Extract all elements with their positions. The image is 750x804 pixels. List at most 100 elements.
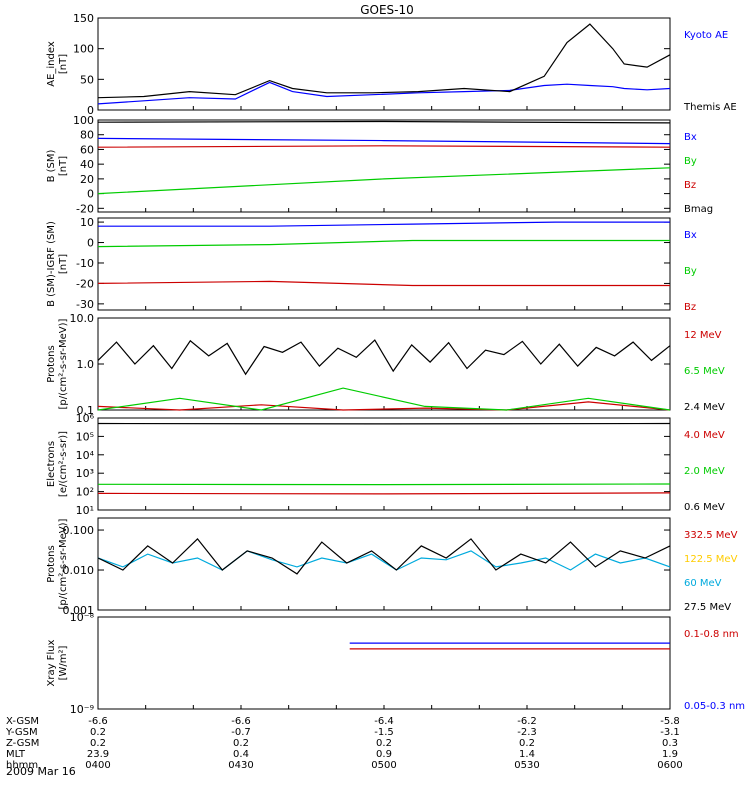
legend-entry: 0.6 MeV — [684, 502, 725, 513]
y-tick-label: 100 — [73, 114, 94, 127]
y-tick-label: 10³ — [76, 467, 94, 480]
y-tick-label: 0 — [87, 188, 94, 201]
ephemeris-value: -2.3 — [517, 727, 537, 738]
legend-entry: 2.4 MeV — [684, 402, 725, 413]
ephemeris-value: 0430 — [228, 760, 253, 771]
series-line-bz — [98, 146, 670, 147]
y-tick-label: 1.0 — [77, 358, 95, 371]
y-axis-label: Protons — [46, 545, 57, 582]
panel-protons-high: 0.0010.0100.100Protons[p/(cm²-s-sr-MeV)]… — [46, 518, 738, 617]
ephemeris-value: -5.8 — [660, 716, 680, 727]
ephemeris-value: 0530 — [514, 760, 539, 771]
y-axis-label: [nT] — [58, 254, 69, 274]
panel-frame — [98, 418, 670, 510]
panel-frame — [98, 617, 670, 709]
ephemeris-value: -6.4 — [374, 716, 394, 727]
legend-entry: By — [684, 156, 697, 167]
series-line-2-0-mev — [98, 484, 670, 485]
ephemeris-value: 1.9 — [662, 749, 678, 760]
legend-entry: 122.5 MeV — [684, 554, 738, 565]
series-line-by — [98, 241, 670, 247]
date-label: 2009 Mar 16 — [6, 765, 76, 778]
series-line-bx — [98, 138, 670, 143]
y-axis-label: AE_index — [46, 41, 57, 87]
y-tick-label: -10 — [76, 257, 94, 270]
y-tick-label: 10² — [76, 486, 94, 499]
ephemeris-value: 0.2 — [519, 738, 535, 749]
ephemeris-value: 0500 — [371, 760, 396, 771]
series-line-kyoto-ae — [98, 82, 670, 104]
legend-entry: Bmag — [684, 204, 713, 215]
y-tick-label: 20 — [80, 173, 94, 186]
series-line-4-0-mev — [98, 493, 670, 494]
legend-entry: 4.0 MeV — [684, 430, 725, 441]
y-tick-label: 10.0 — [70, 312, 95, 325]
series-line-27-5-mev — [98, 539, 670, 574]
legend-entry: 0.05-0.3 nm — [684, 701, 745, 712]
series-line-bmag — [98, 122, 670, 123]
ephemeris-value: 0.2 — [233, 738, 249, 749]
legend-entry: Bx — [684, 132, 697, 143]
ephemeris-value: 0.2 — [376, 738, 392, 749]
legend-entry: Kyoto AE — [684, 30, 728, 41]
series-line-bz — [98, 281, 670, 285]
legend-entry: Bx — [684, 230, 697, 241]
legend-entry: 0.1-0.8 nm — [684, 629, 739, 640]
legend-entry: 12 MeV — [684, 330, 722, 341]
y-tick-label: -20 — [76, 202, 94, 215]
panel-frame — [98, 518, 670, 610]
ephemeris-value: 0.2 — [90, 738, 106, 749]
y-tick-label: 10⁴ — [76, 449, 95, 462]
y-tick-label: 80 — [80, 129, 94, 142]
ephemeris-value: 0.4 — [233, 749, 249, 760]
y-tick-label: 150 — [73, 12, 94, 25]
legend-entry: By — [684, 266, 697, 277]
ephemeris-label: Y-GSM — [5, 727, 38, 738]
legend-entry: 27.5 MeV — [684, 602, 731, 613]
y-tick-label: -20 — [76, 277, 94, 290]
series-line-bx — [98, 222, 670, 226]
y-axis-label: [nT] — [58, 54, 69, 74]
ephemeris-value: -6.6 — [88, 716, 108, 727]
y-axis-label: Electrons — [46, 441, 57, 487]
series-line-themis-ae — [98, 24, 670, 98]
y-axis-label: [p/(cm²-s-sr-MeV)] — [58, 318, 69, 409]
ephemeris-value: 0.3 — [662, 738, 678, 749]
ephemeris-value: -1.5 — [374, 727, 394, 738]
y-tick-label: 100 — [73, 43, 94, 56]
legend-entry: 60 MeV — [684, 578, 722, 589]
y-axis-label: B (SM)-IGRF (SM) — [46, 221, 57, 307]
ephemeris-value: 0.9 — [376, 749, 392, 760]
series-line-by — [98, 168, 670, 194]
ephemeris-value: 0400 — [85, 760, 110, 771]
panel-electrons: 10¹10²10³10⁴10⁵10⁶Electrons[e/(cm²-s-sr)… — [46, 412, 725, 517]
y-axis-label: [e/(cm²-s-sr)] — [58, 431, 69, 497]
legend-entry: 332.5 MeV — [684, 530, 738, 541]
legend-entry: Themis AE — [683, 102, 737, 113]
y-axis-label: [W/m²] — [58, 645, 69, 680]
ephemeris-label: X-GSM — [6, 716, 39, 727]
y-tick-label: 60 — [80, 143, 94, 156]
ephemeris-value: -6.6 — [231, 716, 251, 727]
y-tick-label: -30 — [76, 298, 94, 311]
series-line-2-4-mev — [98, 340, 670, 374]
legend-entry: Bz — [684, 302, 696, 313]
legend-entry: Bz — [684, 180, 696, 191]
ephemeris-value: -3.1 — [660, 727, 680, 738]
panel-frame — [98, 318, 670, 410]
series-line-12-mev — [98, 402, 670, 410]
y-axis-label: Xray Flux — [46, 639, 57, 686]
panel-frame — [98, 18, 670, 110]
legend-entry: 6.5 MeV — [684, 366, 725, 377]
ephemeris-value: -6.2 — [517, 716, 537, 727]
legend-entry: 2.0 MeV — [684, 466, 725, 477]
y-axis-label: Protons — [46, 345, 57, 382]
ephemeris-value: 23.9 — [87, 749, 109, 760]
